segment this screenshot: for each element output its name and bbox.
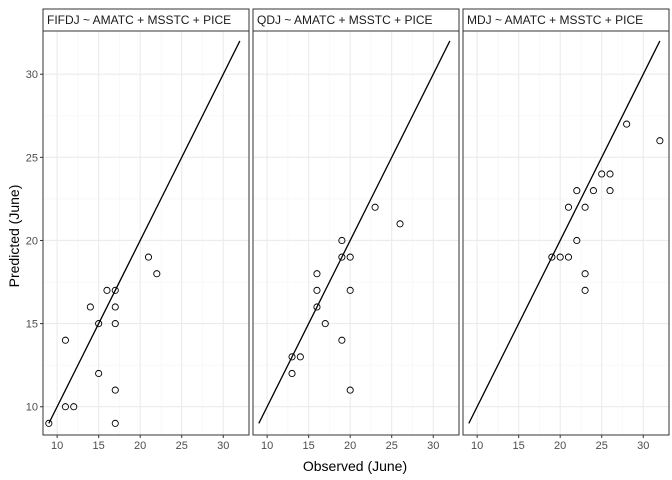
data-point (95, 369, 103, 378)
x-tick-label: 10 (51, 440, 63, 452)
data-point (598, 170, 606, 178)
data-point (656, 137, 664, 145)
data-point (70, 403, 78, 411)
y-tick-label: 15 (26, 319, 38, 331)
x-tick-label: 30 (637, 440, 649, 452)
data-point (581, 203, 589, 211)
data-point (606, 170, 614, 178)
data-point (346, 286, 354, 294)
panel-1: FIFDJ ~ AMATC + MSSTC + PICE 10 15 20 25 30 10… (26, 8, 250, 452)
data-point (338, 236, 346, 245)
data-point (338, 336, 346, 344)
reference-line (48, 40, 241, 424)
x-tick-label: 10 (471, 440, 483, 452)
data-point (623, 120, 631, 128)
x-tick-label: 20 (554, 440, 566, 452)
data-point (288, 353, 296, 361)
data-point (103, 286, 111, 294)
data-point (564, 253, 573, 261)
data-point (86, 303, 94, 311)
data-point (573, 236, 581, 245)
data-point (61, 336, 69, 344)
data-point (396, 220, 404, 228)
panel-border (462, 30, 670, 436)
y-tick-label: 20 (26, 235, 38, 247)
data-point (313, 270, 321, 278)
x-tick-label: 25 (386, 440, 398, 452)
data-point (573, 187, 581, 195)
data-point (338, 253, 346, 261)
panel-title: QDJ ~ AMATC + MSSTC + PICE (257, 13, 432, 27)
data-point (371, 203, 379, 211)
data-point (95, 320, 103, 328)
data-point (564, 203, 573, 211)
panel-title: FIFDJ ~ AMATC + MSSTC + PICE (47, 13, 231, 27)
x-tick-label: 20 (134, 440, 146, 452)
x-tick-label: 25 (176, 440, 188, 452)
reference-line (468, 40, 661, 424)
data-point (111, 419, 119, 427)
data-point (111, 303, 119, 311)
data-point (313, 286, 321, 294)
data-point (346, 253, 354, 261)
data-point (45, 419, 53, 427)
data-point (61, 403, 69, 411)
data-point (296, 353, 304, 361)
y-tick-label: 30 (26, 69, 38, 81)
data-point (321, 320, 329, 328)
panel-border (252, 30, 460, 436)
panel-3: MDJ ~ AMATC + MSSTC + PICE 10 15 20 25 30 (462, 8, 670, 452)
x-tick-label: 30 (427, 440, 439, 452)
data-point (581, 270, 589, 278)
x-tick-label: 10 (261, 440, 273, 452)
x-tick-label: 15 (93, 440, 105, 452)
data-point (111, 320, 119, 328)
x-axis-title: Observed (June) (303, 458, 407, 474)
data-point (556, 253, 564, 261)
data-point (548, 253, 556, 261)
data-point (589, 187, 597, 195)
data-point (153, 270, 161, 278)
x-tick-label: 20 (344, 440, 356, 452)
data-point (606, 187, 614, 195)
panel-title: MDJ ~ AMATC + MSSTC + PICE (467, 13, 643, 27)
y-tick-label: 25 (26, 152, 38, 164)
panel-border (42, 30, 250, 436)
x-tick-label: 15 (303, 440, 315, 452)
panels-group: FIFDJ ~ AMATC + MSSTC + PICE 10 15 20 25 30 10… (26, 8, 670, 452)
x-tick-label: 25 (596, 440, 608, 452)
data-point (581, 286, 589, 294)
data-point (346, 386, 354, 394)
data-point (313, 303, 321, 311)
data-point (111, 386, 119, 394)
x-tick-label: 30 (217, 440, 229, 452)
data-point (111, 286, 119, 294)
x-tick-label: 15 (513, 440, 525, 452)
y-tick-label: 10 (26, 402, 38, 414)
panel-2: QDJ ~ AMATC + MSSTC + PICE 10 15 20 25 30 (252, 8, 460, 452)
data-point (144, 253, 153, 261)
y-axis-title: Predicted (June) (6, 185, 22, 288)
data-point (288, 369, 296, 378)
